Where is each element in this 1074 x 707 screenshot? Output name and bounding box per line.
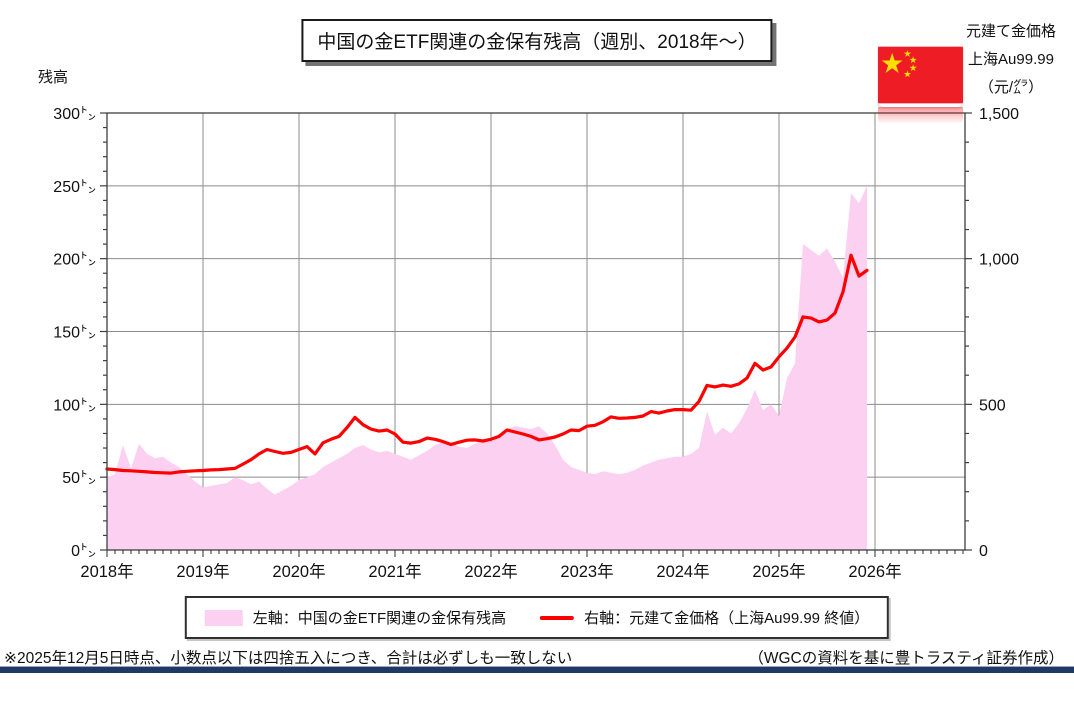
china-flag-icon [878,46,963,104]
divider-rule [0,666,1074,673]
x-year-label: 2020年 [272,562,325,581]
chart-title: 中国の金ETF関連の金保有残高（週別、2018年～） [301,19,773,62]
price-line-series [105,253,869,475]
legend-line-swatch [540,615,575,620]
footnote-source: （WGCの資料を基に豊トラスティ証券作成） [748,650,1064,667]
legend-line-label: 右軸：元建て金価格（上海Au99.99 終値） [584,610,870,627]
x-year-label: 2025年 [752,562,805,581]
right-axis-title-line3: （元/㌘） [978,79,1044,96]
right-axis-tick-label: 1,500 [979,106,1019,123]
china-flag-reflection [878,107,963,124]
left-axis-title: 残高 [38,69,69,86]
x-year-label: 2022年 [464,562,517,581]
x-year-label: 2023年 [560,562,613,581]
legend-area-swatch [204,609,243,626]
left-axis-tick-label: 150㌧ [53,325,96,342]
legend: 左軸：中国の金ETF関連の金保有残高 右軸：元建て金価格（上海Au99.99 終… [184,596,890,639]
x-year-label: 2021年 [368,562,421,581]
left-axis-tick-label: 50㌧ [62,470,96,487]
right-axis-title: 元建て金価格 上海Au99.99 （元/㌘） [948,18,1074,102]
x-year-label: 2024年 [656,562,709,581]
footnote-asof: ※2025年12月5日時点、小数点以下は四捨五入につき、合計は必ずしも一致しない [4,650,573,667]
x-year-label: 2026年 [848,562,901,581]
right-axis-tick-label: 1,000 [979,252,1019,269]
right-axis-title-line2: 上海Au99.99 [968,51,1054,68]
left-axis-tick-label: 100㌧ [53,397,96,414]
china-flag [878,43,963,124]
holdings-area-series [107,185,867,551]
right-axis-tick-label: 500 [979,397,1006,414]
right-axis-title-line1: 元建て金価格 [965,23,1056,40]
left-axis-tick-label: 250㌧ [53,179,96,196]
legend-area-label: 左軸：中国の金ETF関連の金保有残高 [252,610,507,627]
right-axis-tick-label: 0 [979,543,988,560]
left-axis-tick-label: 300㌧ [53,106,96,123]
left-axis-tick-label: 0㌧ [71,543,96,560]
etf-holdings-price-chart: 300㌧ 250㌧ 200㌧ 150㌧ 100㌧ 50㌧ 0㌧ 1,500 1,000 500 0 2… [53,106,1019,581]
x-year-label: 2018年 [80,562,133,581]
x-year-label: 2019年 [176,562,229,581]
left-axis-tick-label: 200㌧ [53,252,96,269]
